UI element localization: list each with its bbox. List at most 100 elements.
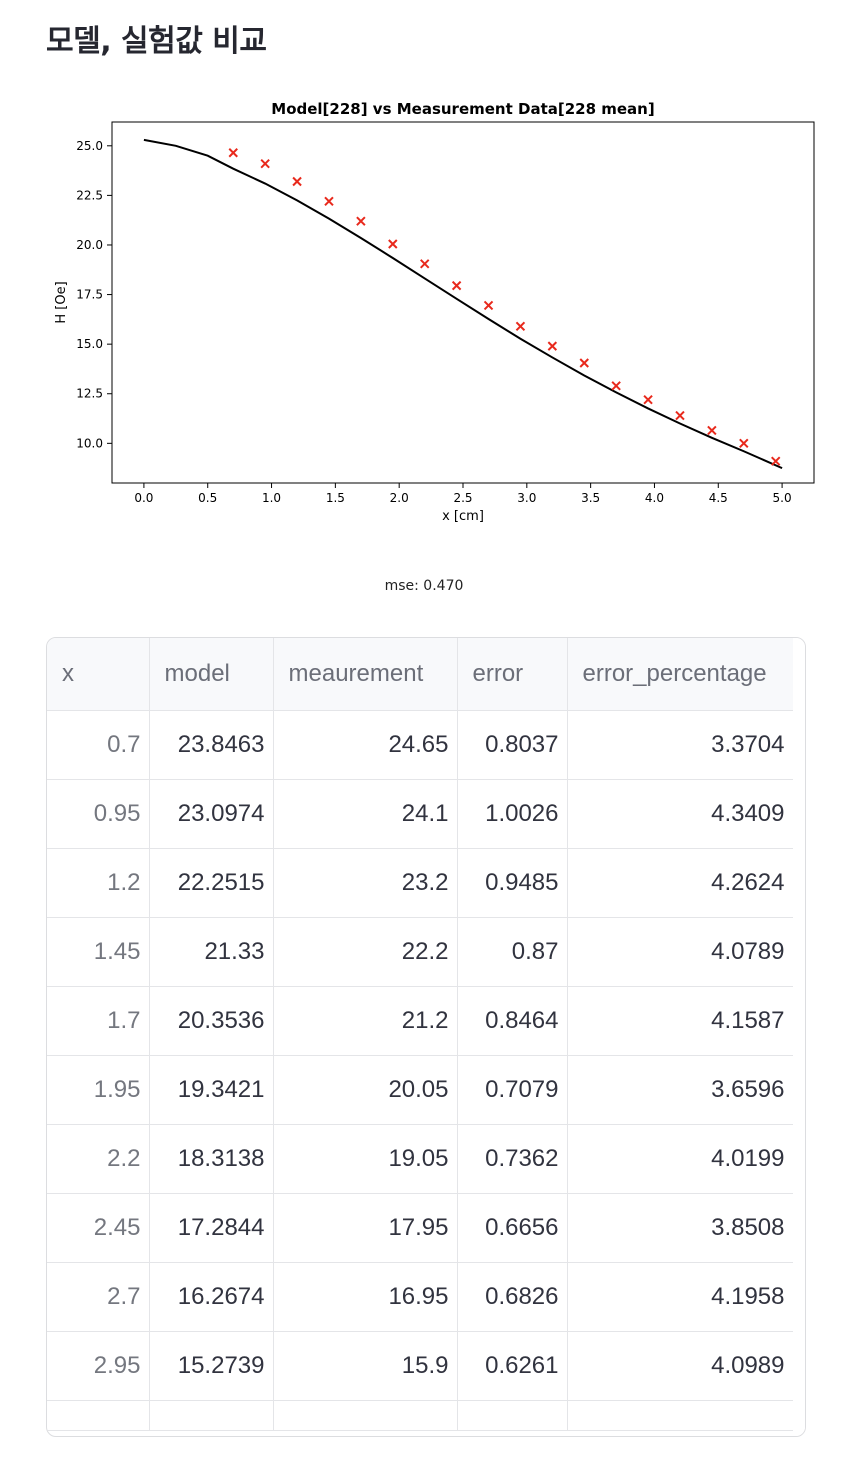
- cell-meaurement[interactable]: 20.05: [273, 1055, 458, 1125]
- cell-error[interactable]: 0.8037: [457, 710, 568, 780]
- table-row: 1.95 19.3421 20.05 0.7079 3.6596: [47, 1055, 794, 1125]
- column-header-error-percentage[interactable]: error_percentage: [567, 638, 794, 711]
- cell-meaurement[interactable]: 24.65: [273, 710, 458, 780]
- x-tick-label: 0.5: [198, 491, 217, 505]
- cell-meaurement[interactable]: 15.9: [273, 1331, 458, 1401]
- cell-empty: [567, 1400, 794, 1431]
- cell-meaurement[interactable]: 17.95: [273, 1193, 458, 1263]
- cell-x[interactable]: 1.2: [47, 848, 150, 918]
- cell-error[interactable]: 0.87: [457, 917, 568, 987]
- cell-error[interactable]: 0.7362: [457, 1124, 568, 1194]
- measurement-point: [739, 438, 749, 449]
- cell-meaurement[interactable]: 24.1: [273, 779, 458, 849]
- cell-error-percentage[interactable]: 4.2624: [567, 848, 794, 918]
- cell-meaurement[interactable]: 22.2: [273, 917, 458, 987]
- cell-error-percentage[interactable]: 4.3409: [567, 779, 794, 849]
- cell-error[interactable]: 0.8464: [457, 986, 568, 1056]
- y-tick-label: 20.0: [76, 238, 103, 252]
- measurement-point: [707, 425, 717, 436]
- cell-error[interactable]: 0.7079: [457, 1055, 568, 1125]
- table-row: 1.7 20.3536 21.2 0.8464 4.1587: [47, 986, 794, 1056]
- cell-model[interactable]: 23.8463: [149, 710, 274, 780]
- column-header-x[interactable]: x: [47, 638, 150, 711]
- cell-error-percentage[interactable]: 4.0989: [567, 1331, 794, 1401]
- cell-error-percentage[interactable]: 4.0199: [567, 1124, 794, 1194]
- x-tick-label: 1.0: [262, 491, 281, 505]
- cell-x[interactable]: 0.7: [47, 710, 150, 780]
- cell-x[interactable]: 2.7: [47, 1262, 150, 1332]
- cell-error[interactable]: 0.9485: [457, 848, 568, 918]
- y-tick-label: 17.5: [76, 288, 103, 302]
- table-row: 0.95 23.0974 24.1 1.0026 4.3409: [47, 779, 794, 849]
- cell-error-percentage[interactable]: 3.3704: [567, 710, 794, 780]
- cell-model[interactable]: 15.2739: [149, 1331, 274, 1401]
- measurement-point: [675, 410, 685, 421]
- cell-meaurement[interactable]: 23.2: [273, 848, 458, 918]
- cell-model[interactable]: 20.3536: [149, 986, 274, 1056]
- cell-model[interactable]: 18.3138: [149, 1124, 274, 1194]
- cell-meaurement[interactable]: 16.95: [273, 1262, 458, 1332]
- cell-error-percentage[interactable]: 4.0789: [567, 917, 794, 987]
- cell-model[interactable]: 19.3421: [149, 1055, 274, 1125]
- cell-model[interactable]: 23.0974: [149, 779, 274, 849]
- table-row: 1.2 22.2515 23.2 0.9485 4.2624: [47, 848, 794, 918]
- model-series-line: [143, 138, 783, 470]
- cell-empty: [149, 1400, 274, 1431]
- measurement-point: [228, 148, 238, 158]
- measurement-point: [260, 158, 270, 169]
- y-tick-label: 12.5: [76, 387, 103, 401]
- measurement-point: [451, 280, 462, 291]
- column-header-meaurement[interactable]: meaurement: [273, 638, 458, 711]
- cell-x[interactable]: 2.95: [47, 1331, 150, 1401]
- measurement-point: [547, 341, 558, 351]
- dataframe-table[interactable]: x model meaurement error error_percentag…: [46, 637, 806, 1437]
- table-row: 2.95 15.2739 15.9 0.6261 4.0989: [47, 1331, 794, 1401]
- cell-error[interactable]: 0.6261: [457, 1331, 568, 1401]
- mse-caption: mse: 0.470: [384, 578, 464, 594]
- x-tick-label: 5.0: [773, 491, 792, 505]
- cell-meaurement[interactable]: 21.2: [273, 986, 458, 1056]
- column-header-model[interactable]: model: [149, 638, 274, 711]
- cell-x[interactable]: 2.45: [47, 1193, 150, 1263]
- x-tick-label: 2.0: [390, 491, 409, 505]
- page-title: 모델, 실험값 비교: [46, 24, 267, 59]
- x-tick-label: 3.0: [517, 491, 536, 505]
- cell-meaurement[interactable]: 19.05: [273, 1124, 458, 1194]
- column-header-error[interactable]: error: [457, 638, 568, 711]
- cell-x[interactable]: 1.95: [47, 1055, 150, 1125]
- x-tick-label: 0.0: [134, 491, 153, 505]
- y-tick-label: 10.0: [76, 436, 103, 450]
- cell-model[interactable]: 21.33: [149, 917, 274, 987]
- cell-error[interactable]: 0.6826: [457, 1262, 568, 1332]
- measurement-point: [292, 176, 302, 187]
- cell-error-percentage[interactable]: 3.6596: [567, 1055, 794, 1125]
- table-row-partial: [47, 1400, 794, 1431]
- cell-error-percentage[interactable]: 4.1587: [567, 986, 794, 1056]
- cell-x[interactable]: 2.2: [47, 1124, 150, 1194]
- cell-model[interactable]: 22.2515: [149, 848, 274, 918]
- cell-empty: [47, 1400, 150, 1431]
- x-axis-label: x [cm]: [442, 509, 484, 524]
- x-tick-label: 1.5: [326, 491, 345, 505]
- cell-x[interactable]: 1.45: [47, 917, 150, 987]
- table-row: 2.45 17.2844 17.95 0.6656 3.8508: [47, 1193, 794, 1263]
- y-tick-label: 15.0: [76, 337, 103, 351]
- cell-empty: [273, 1400, 458, 1431]
- y-tick-label: 22.5: [76, 188, 103, 202]
- cell-empty: [457, 1400, 568, 1431]
- cell-x[interactable]: 0.95: [47, 779, 150, 849]
- results-table: x model meaurement error error_percentag…: [47, 638, 794, 1431]
- cell-error-percentage[interactable]: 4.1958: [567, 1262, 794, 1332]
- cell-error[interactable]: 1.0026: [457, 779, 568, 849]
- cell-error-percentage[interactable]: 3.8508: [567, 1193, 794, 1263]
- y-axis-label: H [Oe]: [54, 281, 69, 323]
- cell-model[interactable]: 17.2844: [149, 1193, 274, 1263]
- table-row: 2.2 18.3138 19.05 0.7362 4.0199: [47, 1124, 794, 1194]
- cell-x[interactable]: 1.7: [47, 986, 150, 1056]
- table-row: 1.45 21.33 22.2 0.87 4.0789: [47, 917, 794, 987]
- table-header-row: x model meaurement error error_percentag…: [47, 638, 794, 711]
- cell-model[interactable]: 16.2674: [149, 1262, 274, 1332]
- cell-error[interactable]: 0.6656: [457, 1193, 568, 1263]
- measurement-point: [324, 196, 334, 207]
- x-tick-label: 4.0: [645, 491, 664, 505]
